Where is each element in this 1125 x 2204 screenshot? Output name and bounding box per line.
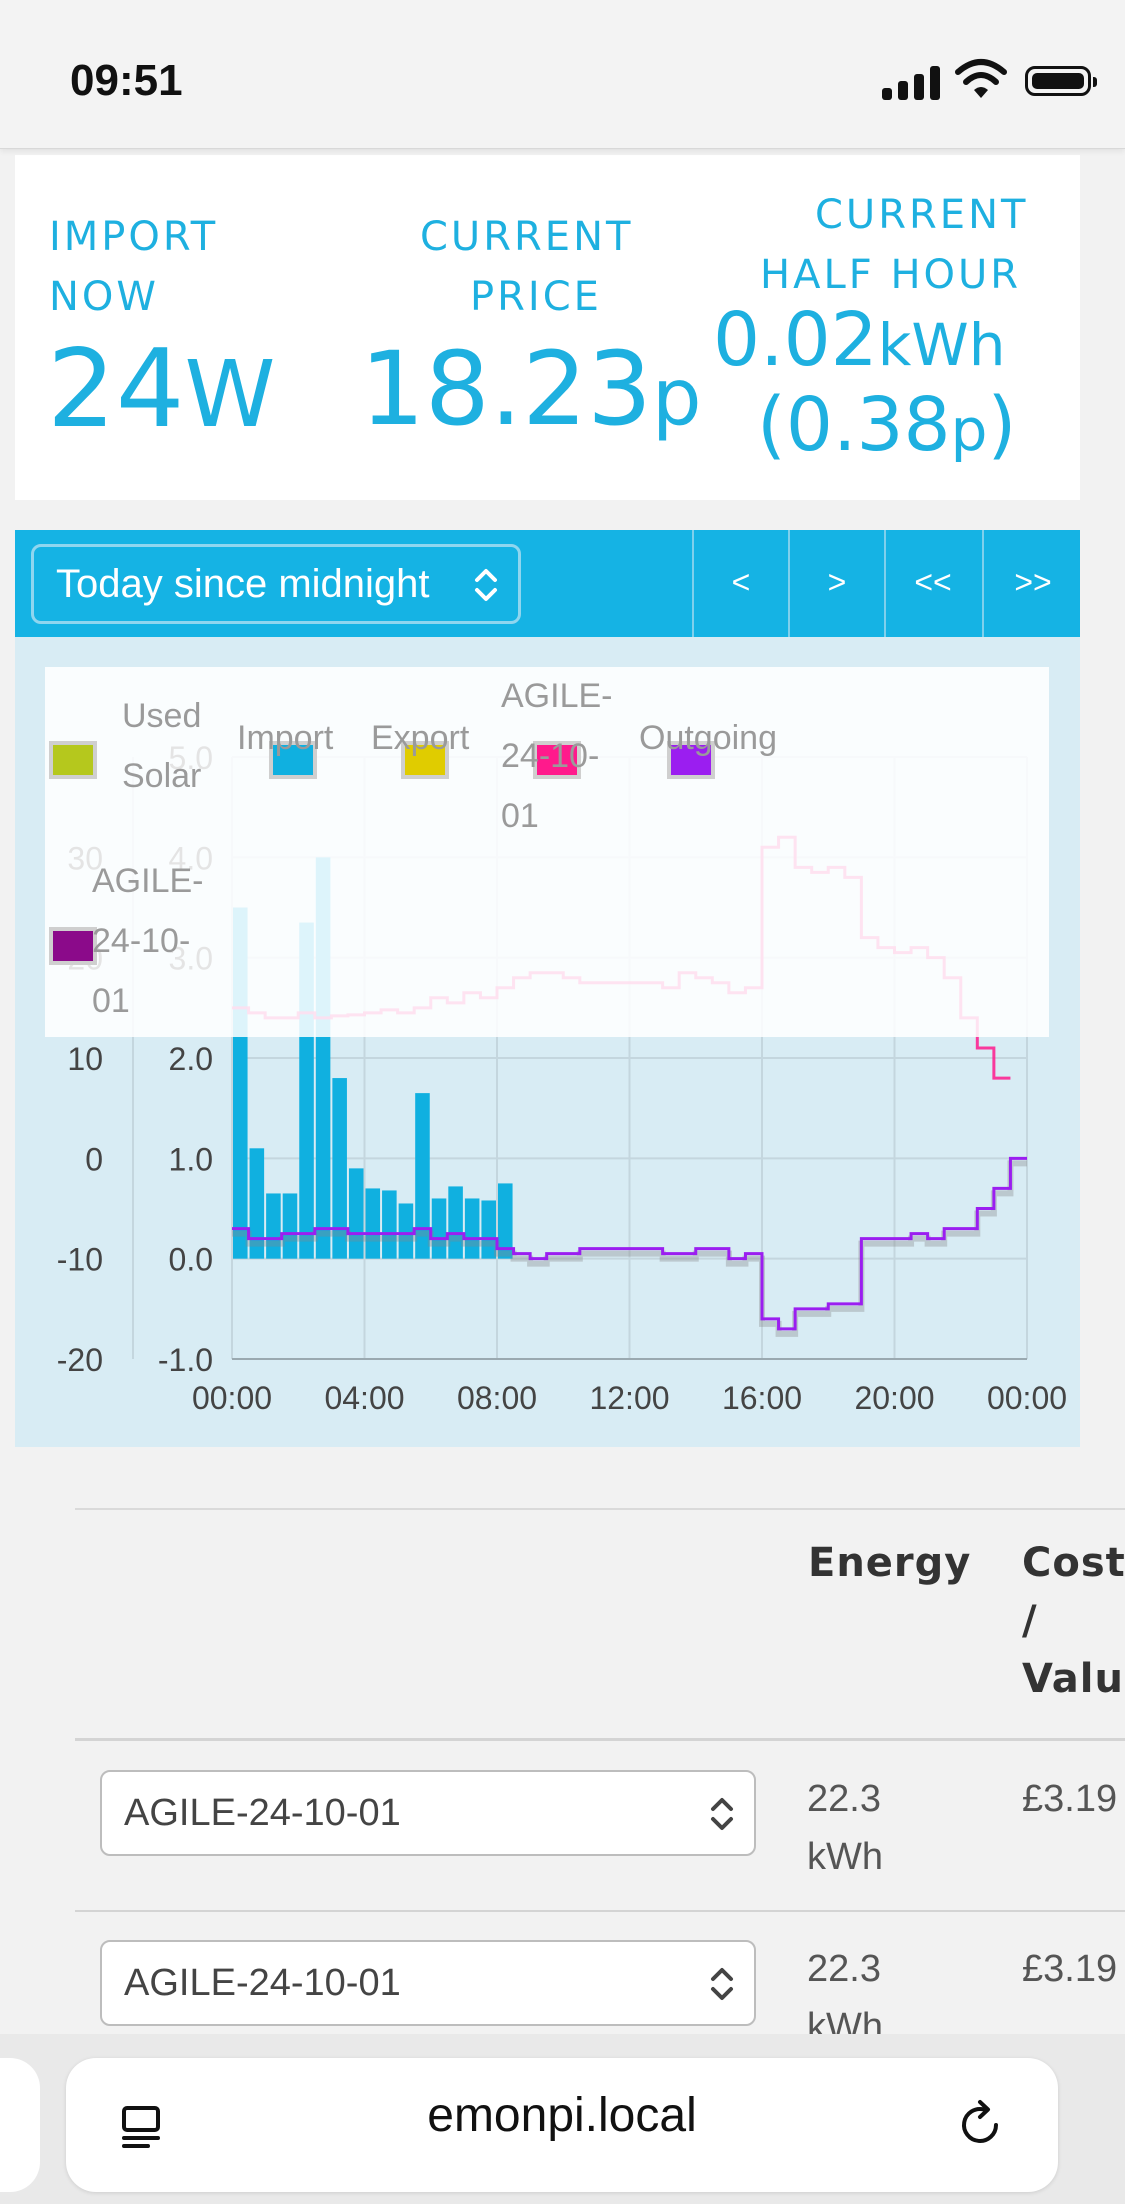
tariff-select[interactable]: AGILE-24-10-01 <box>100 1770 756 1856</box>
import-bar <box>415 1093 430 1259</box>
import-now-value: 24W <box>47 327 276 452</box>
energy-cell: 22.3 kWh <box>807 1778 883 1878</box>
current-price-label-1: CURRENT <box>420 214 634 260</box>
current-price-unit: p <box>652 353 702 443</box>
col-header-cost-2: / <box>1022 1598 1038 1644</box>
status-bar: 09:51 <box>0 0 1125 149</box>
y-left-tick-label: 0 <box>85 1141 103 1177</box>
address-bar[interactable]: emonpi.local <box>66 2058 1058 2192</box>
import-bar <box>398 1203 414 1259</box>
current-price-value: 18.23p <box>360 330 702 449</box>
import-bar <box>282 1193 298 1259</box>
import-bar <box>365 1188 381 1259</box>
y-left-tick-label: 10 <box>67 1041 103 1077</box>
select-chevron-icon <box>475 569 497 601</box>
next-button[interactable]: > <box>788 530 884 637</box>
legend-swatch-agile-export[interactable] <box>49 927 97 965</box>
half-hour-label-2: HALF HOUR <box>760 252 1022 298</box>
status-time: 09:51 <box>70 56 183 105</box>
chart-controls: Today since midnight < > << >> <box>15 530 1080 637</box>
import-bar <box>431 1198 447 1259</box>
legend-export[interactable]: Export <box>371 719 470 757</box>
prev-button[interactable]: < <box>692 530 788 637</box>
tariff-select[interactable]: AGILE-24-10-01 <box>100 1940 756 2026</box>
y-right-tick-label: -1.0 <box>158 1342 213 1378</box>
reload-icon[interactable] <box>954 2098 1008 2152</box>
cost-cell: £3.19 <box>1022 1948 1118 1990</box>
import-bar <box>249 1148 265 1259</box>
outgoing-line <box>232 1156 1027 1331</box>
x-tick-label: 00:00 <box>987 1380 1067 1416</box>
cellular-signal-icon <box>882 66 940 100</box>
wifi-icon <box>955 59 1007 98</box>
legend-swatch-outgoing[interactable] <box>667 741 715 779</box>
x-tick-label: 20:00 <box>854 1380 934 1416</box>
legend-swatch-import[interactable] <box>269 741 317 779</box>
legend-swatch-used-solar[interactable] <box>49 741 97 779</box>
table-top-border <box>75 1508 1125 1510</box>
previous-tab-stub[interactable] <box>0 2058 40 2192</box>
col-header-cost-3: Valu <box>1022 1656 1124 1702</box>
table-row-divider <box>75 1910 1125 1912</box>
legend-outgoing[interactable]: Outgoing <box>639 719 777 757</box>
outgoing-line-shadow <box>232 1160 1027 1337</box>
x-tick-label: 16:00 <box>722 1380 802 1416</box>
import-bar <box>382 1190 397 1259</box>
legend-import[interactable]: Import <box>237 719 334 757</box>
import-bar <box>481 1200 496 1259</box>
period-select-value: Today since midnight <box>56 562 430 606</box>
browser-toolbar: emonpi.local <box>0 2034 1125 2204</box>
x-tick-label: 08:00 <box>457 1380 537 1416</box>
energy-chart: -1.00.01.02.03.04.05.0-20-10010203000:00… <box>15 637 1080 1447</box>
col-header-cost-1: Cost <box>1022 1540 1125 1586</box>
import-bar <box>348 1168 364 1259</box>
half-hour-unit: kWh <box>877 311 1006 379</box>
legend-agile-import[interactable]: AGILE- 24-10- 01 <box>501 677 613 835</box>
legend-agile-export[interactable]: AGILE- 24-10- 01 <box>92 862 204 1020</box>
legend-swatch-export[interactable] <box>401 741 449 779</box>
import-bar <box>266 1193 281 1259</box>
y-right-tick-label: 2.0 <box>169 1041 213 1077</box>
chart-legend: Used Solar Import Export AGILE- 24-10- 01 O… <box>45 667 1049 1037</box>
y-left-tick-label: -20 <box>57 1342 103 1378</box>
cost-cell: £3.19 <box>1022 1778 1118 1820</box>
x-tick-label: 12:00 <box>589 1380 669 1416</box>
select-chevron-icon <box>711 1798 733 1830</box>
period-select[interactable]: Today since midnight <box>31 544 521 624</box>
legend-swatch-agile-import[interactable] <box>533 741 581 779</box>
battery-icon <box>1025 66 1097 96</box>
half-hour-label-1: CURRENT <box>815 192 1029 238</box>
x-tick-label: 00:00 <box>192 1380 272 1416</box>
page-menu-icon[interactable] <box>118 2102 166 2150</box>
x-tick-label: 04:00 <box>324 1380 404 1416</box>
import-now-unit: W <box>184 341 276 448</box>
stats-panel: IMPORT NOW 24W CURRENT PRICE 18.23p CURR… <box>15 155 1080 500</box>
url-text: emonpi.local <box>427 2089 697 2142</box>
table-header-divider <box>75 1738 1125 1741</box>
y-right-tick-label: 1.0 <box>169 1141 213 1177</box>
rewind-button[interactable]: << <box>884 530 980 637</box>
forward-button[interactable]: >> <box>982 530 1082 637</box>
y-right-tick-label: 0.0 <box>169 1242 213 1278</box>
select-chevron-icon <box>711 1968 733 2000</box>
import-bar <box>448 1186 463 1259</box>
current-price-label-2: PRICE <box>470 274 602 320</box>
half-hour-cost: (0.38p) <box>757 382 1017 468</box>
import-bar <box>464 1198 480 1259</box>
col-header-energy: Energy <box>808 1540 972 1586</box>
import-bar <box>332 1078 347 1259</box>
import-now-label-1: IMPORT <box>49 214 219 260</box>
import-now-label-2: NOW <box>49 274 159 320</box>
half-hour-energy: 0.02kWh <box>713 297 1006 383</box>
legend-used-solar[interactable]: Used Solar <box>122 697 202 795</box>
import-bar <box>498 1183 513 1259</box>
y-left-tick-label: -10 <box>57 1242 103 1278</box>
